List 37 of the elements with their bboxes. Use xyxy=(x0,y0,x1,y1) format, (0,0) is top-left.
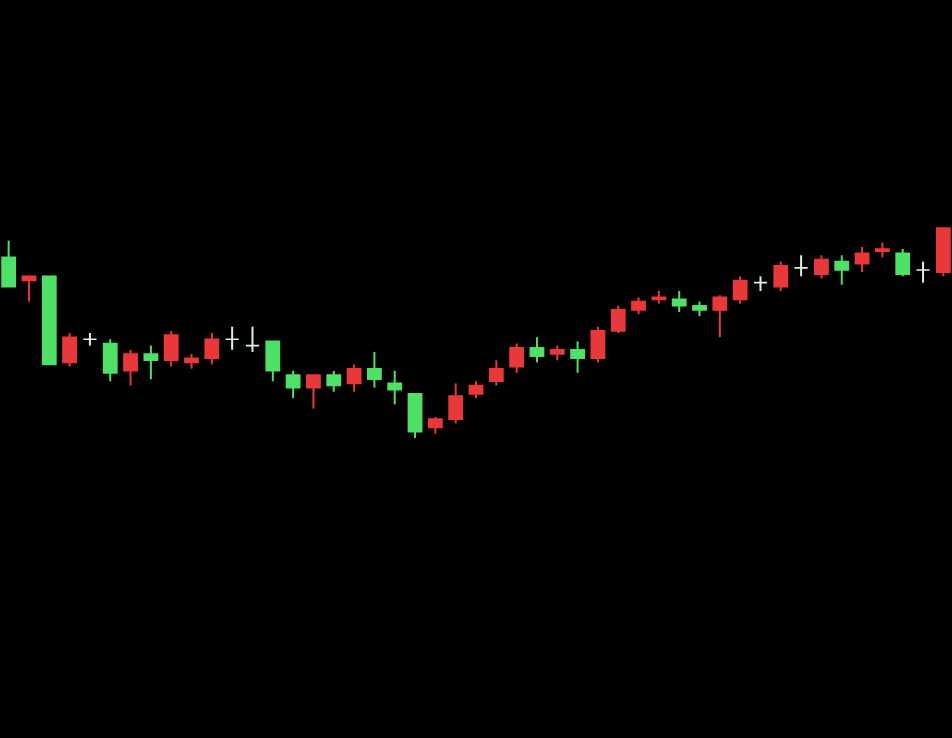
candlestick xyxy=(671,290,687,313)
candlestick xyxy=(326,369,342,393)
candlestick xyxy=(610,304,626,334)
candlestick xyxy=(407,392,423,439)
candlestick xyxy=(143,344,159,381)
candlestick xyxy=(915,260,931,284)
candlestick xyxy=(509,342,525,374)
candlestick xyxy=(1,239,17,288)
candlestick xyxy=(265,340,281,383)
candlestick xyxy=(387,369,403,406)
candlestick xyxy=(285,369,301,400)
candlestick xyxy=(102,338,118,383)
candlestick xyxy=(448,382,464,425)
candlestick xyxy=(346,363,362,393)
candlestick xyxy=(62,332,77,368)
candlestick xyxy=(204,332,220,366)
candlestick xyxy=(773,260,789,292)
candlestick xyxy=(245,325,260,353)
candlestick xyxy=(712,294,728,339)
candlestick xyxy=(834,254,850,286)
candlestick xyxy=(753,275,768,292)
candlestick xyxy=(529,336,545,364)
candlestick xyxy=(488,359,504,387)
candlestick xyxy=(570,340,585,374)
candlestick xyxy=(123,348,138,387)
candlestick xyxy=(306,374,321,410)
candlestick xyxy=(367,350,382,389)
candlestick xyxy=(895,248,911,278)
candlestick xyxy=(793,254,809,278)
candlestick xyxy=(935,227,951,278)
candlestick xyxy=(82,332,98,347)
candlestick xyxy=(854,245,870,274)
candlestick xyxy=(814,254,829,280)
candlestick xyxy=(163,329,179,368)
candlestick xyxy=(224,325,240,351)
candlestick xyxy=(732,275,748,305)
candlestick xyxy=(590,325,606,364)
